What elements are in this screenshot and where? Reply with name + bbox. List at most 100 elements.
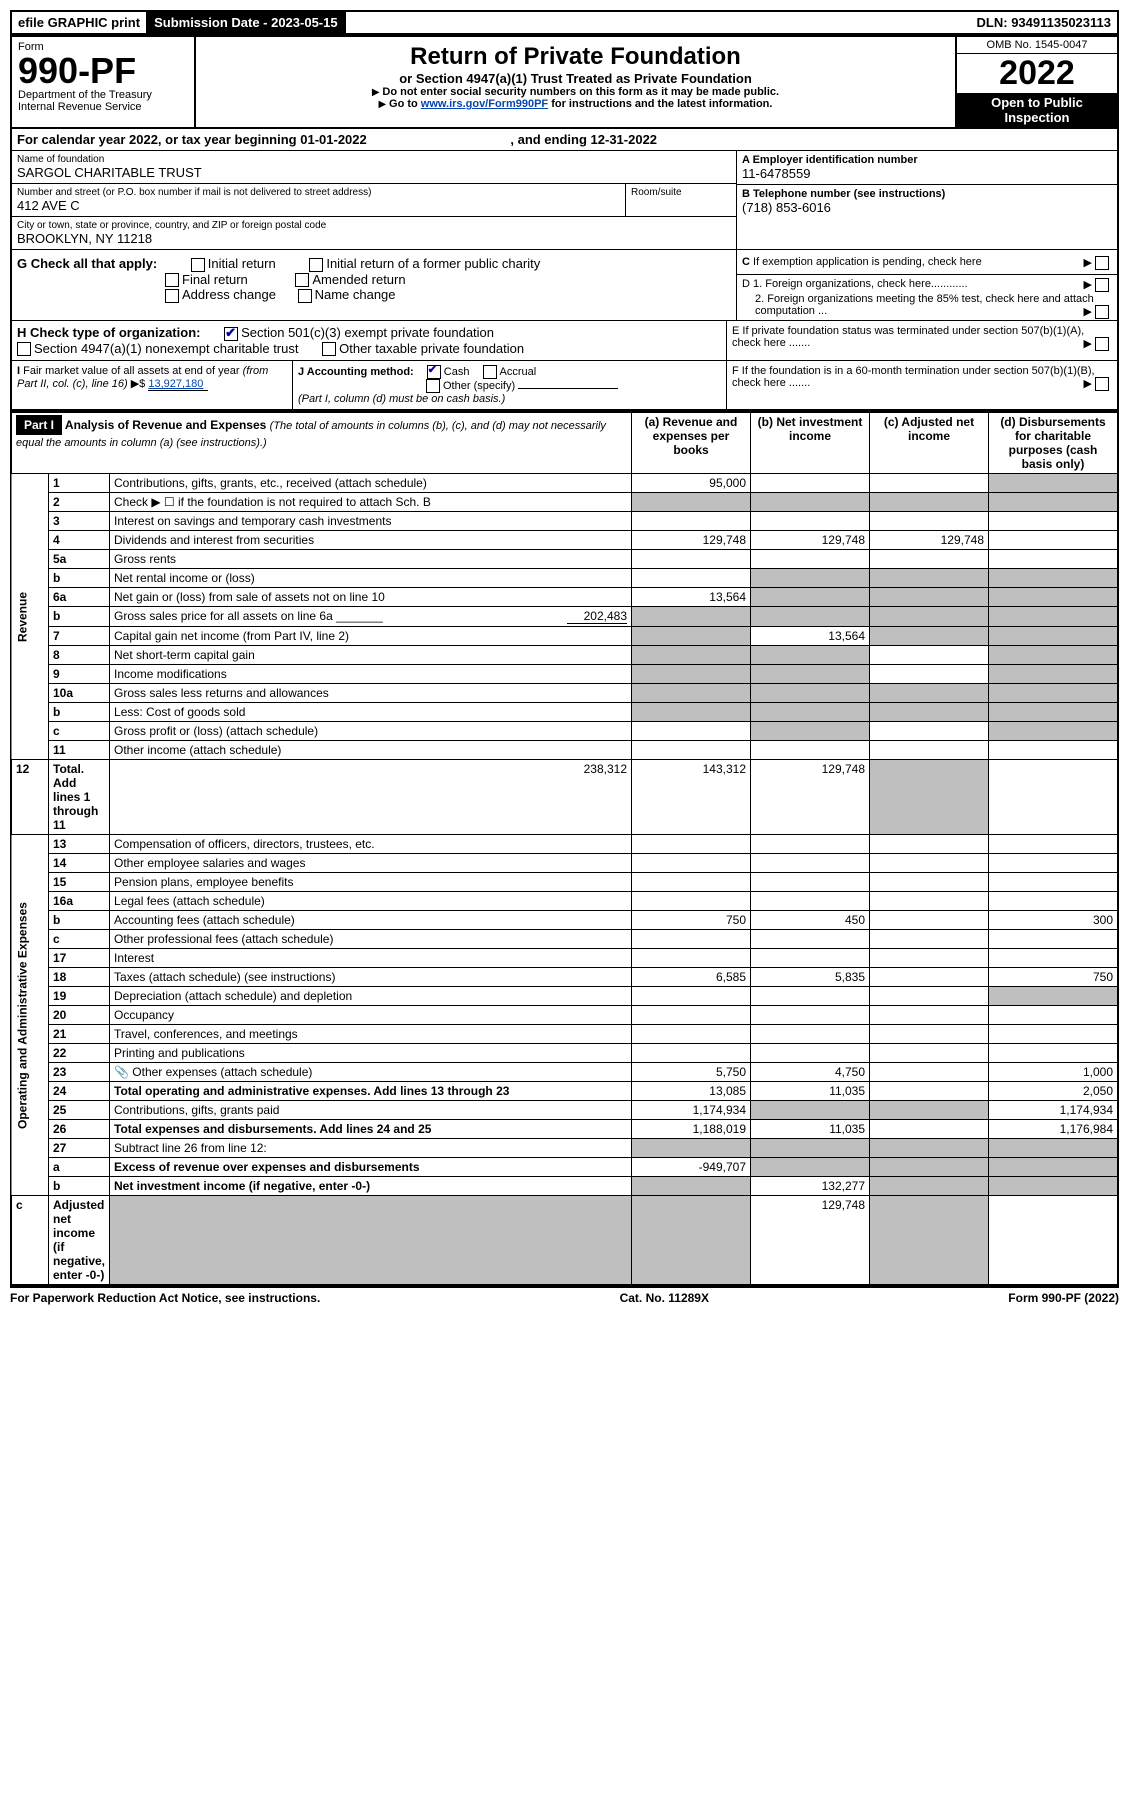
- cell-c: [870, 703, 989, 722]
- cell-b: [751, 741, 870, 760]
- cell-a: 95,000: [632, 474, 751, 493]
- line-description: Gross profit or (loss) (attach schedule): [110, 722, 632, 741]
- line-description: Occupancy: [110, 1006, 632, 1025]
- cell-d: [989, 607, 1119, 627]
- cell-a: [632, 1025, 751, 1044]
- cash-checkbox[interactable]: [427, 365, 441, 379]
- foundation-name: SARGOL CHARITABLE TRUST: [17, 165, 731, 180]
- form990pf-link[interactable]: www.irs.gov/Form990PF: [421, 98, 548, 110]
- line-description: Interest: [110, 949, 632, 968]
- line-number: 19: [49, 987, 110, 1006]
- line-description: Other professional fees (attach schedule…: [110, 930, 632, 949]
- cell-b: [751, 703, 870, 722]
- cell-d: [989, 1177, 1119, 1196]
- 4947-checkbox[interactable]: [17, 342, 31, 356]
- cell-a: [632, 703, 751, 722]
- cell-a: [632, 569, 751, 588]
- initial-return-checkbox[interactable]: [191, 258, 205, 272]
- other-method-checkbox[interactable]: [426, 379, 440, 393]
- cell-a: 750: [632, 911, 751, 930]
- cell-d: [989, 550, 1119, 569]
- g-opt-0: Initial return: [208, 256, 276, 271]
- cell-d: [989, 987, 1119, 1006]
- d2-checkbox[interactable]: [1095, 305, 1109, 319]
- f-checkbox[interactable]: [1095, 377, 1109, 391]
- line-description: Gross sales less returns and allowances: [110, 684, 632, 703]
- part1-table: Part I Analysis of Revenue and Expenses …: [10, 411, 1119, 1286]
- phone-label: B Telephone number (see instructions): [742, 188, 945, 200]
- cell-b: [751, 569, 870, 588]
- cell-d: [989, 1158, 1119, 1177]
- address-change-checkbox[interactable]: [165, 289, 179, 303]
- cell-c: [870, 854, 989, 873]
- line-description: Check ▶ ☐ if the foundation is not requi…: [110, 493, 632, 512]
- ssn-warning: Do not enter social security numbers on …: [382, 86, 779, 98]
- h-opt-1: Section 4947(a)(1) nonexempt charitable …: [34, 341, 298, 356]
- cell-b: [751, 588, 870, 607]
- cell-c: [870, 569, 989, 588]
- cell-d: [989, 474, 1119, 493]
- cell-a: [632, 949, 751, 968]
- form-subtitle: or Section 4947(a)(1) Trust Treated as P…: [202, 71, 949, 86]
- line-description: Compensation of officers, directors, tru…: [110, 835, 632, 854]
- cell-a: 1,188,019: [632, 1120, 751, 1139]
- initial-former-checkbox[interactable]: [309, 258, 323, 272]
- cell-d: [870, 760, 989, 835]
- open-inspection: Open to Public Inspection: [957, 93, 1117, 127]
- calendar-year-line: For calendar year 2022, or tax year begi…: [12, 129, 1117, 150]
- 501c3-checkbox[interactable]: [224, 327, 238, 341]
- cell-c: [870, 550, 989, 569]
- cell-d: [989, 627, 1119, 646]
- j-cash: Cash: [444, 366, 470, 378]
- cell-b: 11,035: [751, 1120, 870, 1139]
- amended-return-checkbox[interactable]: [295, 273, 309, 287]
- cell-d: [989, 722, 1119, 741]
- cell-b: [751, 987, 870, 1006]
- d1-label: D 1. Foreign organizations, check here..…: [742, 278, 968, 290]
- cell-d: [989, 1006, 1119, 1025]
- cell-a: 129,748: [632, 531, 751, 550]
- d1-checkbox[interactable]: [1095, 278, 1109, 292]
- cell-d: [989, 1139, 1119, 1158]
- other-taxable-checkbox[interactable]: [322, 342, 336, 356]
- phone-value: (718) 853-6016: [742, 200, 1112, 215]
- line-description: Total. Add lines 1 through 11: [49, 760, 110, 835]
- g-label: G Check all that apply:: [17, 256, 157, 271]
- fmv-value[interactable]: 13,927,180: [148, 378, 208, 391]
- accrual-checkbox[interactable]: [483, 365, 497, 379]
- line-description: Excess of revenue over expenses and disb…: [110, 1158, 632, 1177]
- cell-b: [751, 1101, 870, 1120]
- cell-c: [870, 1101, 989, 1120]
- cell-b: [751, 1025, 870, 1044]
- part1-title: Analysis of Revenue and Expenses: [65, 418, 266, 432]
- line-description: Less: Cost of goods sold: [110, 703, 632, 722]
- efile-print-button[interactable]: efile GRAPHIC print: [12, 12, 148, 33]
- line-description: Printing and publications: [110, 1044, 632, 1063]
- line-number: 20: [49, 1006, 110, 1025]
- name-change-checkbox[interactable]: [298, 289, 312, 303]
- line-number: b: [49, 703, 110, 722]
- col-b-header: (b) Net investment income: [751, 412, 870, 474]
- cell-a: [632, 892, 751, 911]
- e-checkbox[interactable]: [1095, 337, 1109, 351]
- form-title: Return of Private Foundation: [202, 43, 949, 71]
- cell-c: [870, 607, 989, 627]
- line-description: Income modifications: [110, 665, 632, 684]
- line-number: 21: [49, 1025, 110, 1044]
- final-return-checkbox[interactable]: [165, 273, 179, 287]
- cell-d: 2,050: [989, 1082, 1119, 1101]
- line-number: 10a: [49, 684, 110, 703]
- cell-d: 300: [989, 911, 1119, 930]
- line-description: Dividends and interest from securities: [110, 531, 632, 550]
- cell-a: -949,707: [632, 1158, 751, 1177]
- line-number: c: [11, 1196, 49, 1286]
- street-address: 412 AVE C: [17, 198, 620, 213]
- cell-c: [870, 1158, 989, 1177]
- cell-a: [632, 854, 751, 873]
- cell-b: 11,035: [751, 1082, 870, 1101]
- cell-c: [870, 741, 989, 760]
- line-description: Net gain or (loss) from sale of assets n…: [110, 588, 632, 607]
- cell-a: [632, 930, 751, 949]
- cell-c: [870, 968, 989, 987]
- c-checkbox[interactable]: [1095, 256, 1109, 270]
